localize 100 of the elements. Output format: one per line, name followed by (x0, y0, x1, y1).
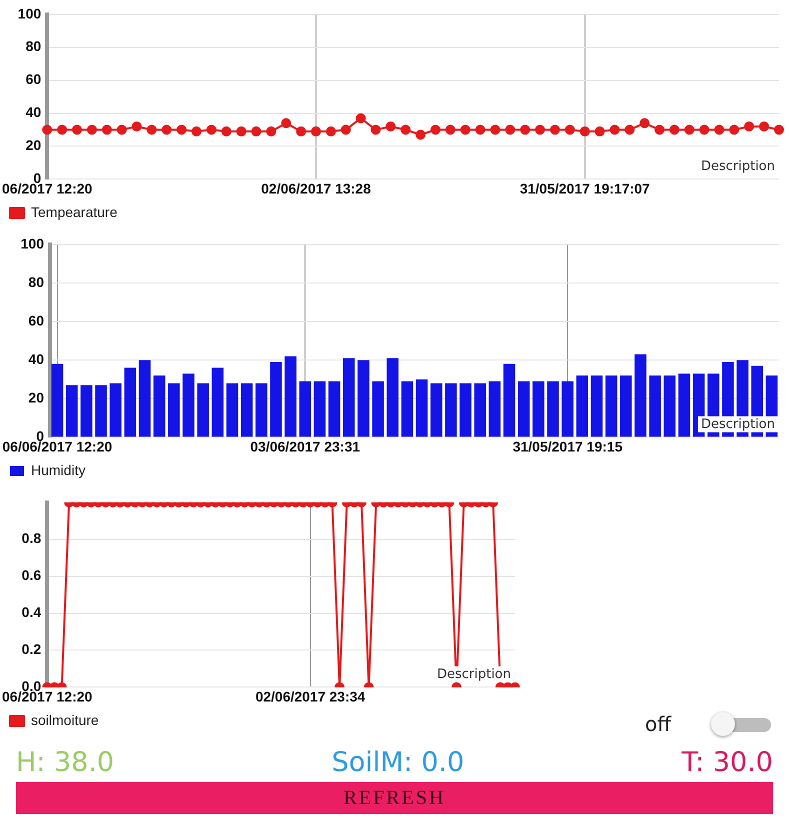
bar (328, 381, 340, 437)
bar (95, 385, 107, 437)
text: T: 30.0 (682, 746, 773, 778)
point (684, 124, 694, 135)
point (266, 126, 276, 136)
bar (678, 374, 690, 437)
bar (576, 376, 588, 437)
x-tick-label: 03/06/2017 23:31 (250, 438, 360, 454)
point (416, 130, 426, 140)
bar (547, 381, 559, 437)
text: REFRESH (16, 782, 773, 814)
bar (284, 356, 296, 437)
point (162, 124, 172, 135)
point (699, 124, 710, 135)
legend-label: Tempearature (31, 204, 118, 220)
point (550, 124, 560, 135)
point (176, 124, 187, 135)
point (310, 126, 321, 136)
point (102, 124, 112, 135)
point (744, 121, 754, 132)
y-tick-label: 0.4 (22, 604, 42, 620)
bar (124, 368, 136, 437)
bar (562, 381, 574, 437)
point (340, 124, 351, 135)
y-tick-label: 0.6 (22, 567, 42, 584)
point (594, 126, 605, 136)
bar (240, 383, 253, 437)
bar (605, 376, 618, 437)
point (640, 118, 650, 128)
point (460, 124, 470, 135)
bar (386, 358, 399, 437)
point (445, 124, 456, 135)
y-tick-label: 20 (26, 137, 42, 154)
bar (256, 383, 268, 437)
bar (314, 381, 326, 437)
bar (358, 360, 370, 437)
y-tick-label: 80 (28, 274, 44, 290)
legend-label: soilmoiture (31, 712, 99, 728)
point (490, 124, 500, 135)
bar (372, 381, 384, 437)
x-tick-label: 31/05/2017 19:17:07 (520, 180, 650, 196)
point (236, 126, 246, 136)
y-tick-label: 100 (20, 235, 44, 252)
point (326, 126, 336, 136)
bar (664, 376, 676, 437)
point (505, 124, 516, 135)
point (296, 126, 306, 136)
bar (460, 383, 472, 437)
x-tick-label: 02/06/2017 13:28 (261, 180, 372, 196)
y-tick-label: 60 (26, 71, 42, 88)
bar (590, 376, 603, 437)
bar (197, 383, 209, 437)
annotation: Description (700, 159, 775, 174)
bar (620, 376, 632, 437)
bar (474, 383, 486, 437)
bar (532, 381, 544, 437)
annotation: Description (700, 417, 775, 432)
point (251, 126, 262, 136)
bar (153, 376, 166, 437)
point (86, 124, 97, 135)
bar (270, 362, 282, 437)
text: SoilM: 0.0 (332, 746, 464, 778)
bar (401, 381, 414, 437)
y-tick-label: 20 (28, 390, 44, 406)
point (281, 118, 292, 128)
y-tick-label: 100 (18, 5, 42, 22)
bar (430, 383, 442, 437)
point (400, 124, 411, 135)
point (72, 124, 82, 135)
point (669, 124, 680, 135)
bar (634, 354, 646, 437)
point (535, 124, 546, 135)
bar (212, 368, 224, 437)
x-tick-label: 02/06/2017 23:34 (255, 688, 366, 704)
bar (503, 364, 516, 437)
point (206, 124, 216, 135)
text: off (644, 712, 671, 736)
x-tick-label: 31/05/2017 19:15 (512, 438, 623, 454)
bar (168, 383, 180, 437)
point (386, 121, 396, 132)
bar (66, 385, 78, 437)
point (729, 124, 740, 135)
point (580, 126, 590, 136)
point (146, 124, 157, 135)
point (520, 124, 530, 135)
y-tick-label: 60 (28, 312, 44, 328)
point (759, 121, 770, 132)
point (624, 124, 635, 135)
point (610, 124, 620, 135)
bar (649, 376, 661, 437)
point (774, 124, 784, 135)
bar (226, 383, 238, 437)
y-tick-label: 40 (28, 350, 44, 367)
legend-label: Humidity (31, 462, 86, 478)
y-tick-label: 0.8 (22, 530, 42, 546)
bar (299, 381, 312, 437)
text: H: 38.0 (16, 746, 114, 778)
point (356, 113, 366, 124)
point (430, 124, 440, 135)
point (370, 124, 381, 135)
